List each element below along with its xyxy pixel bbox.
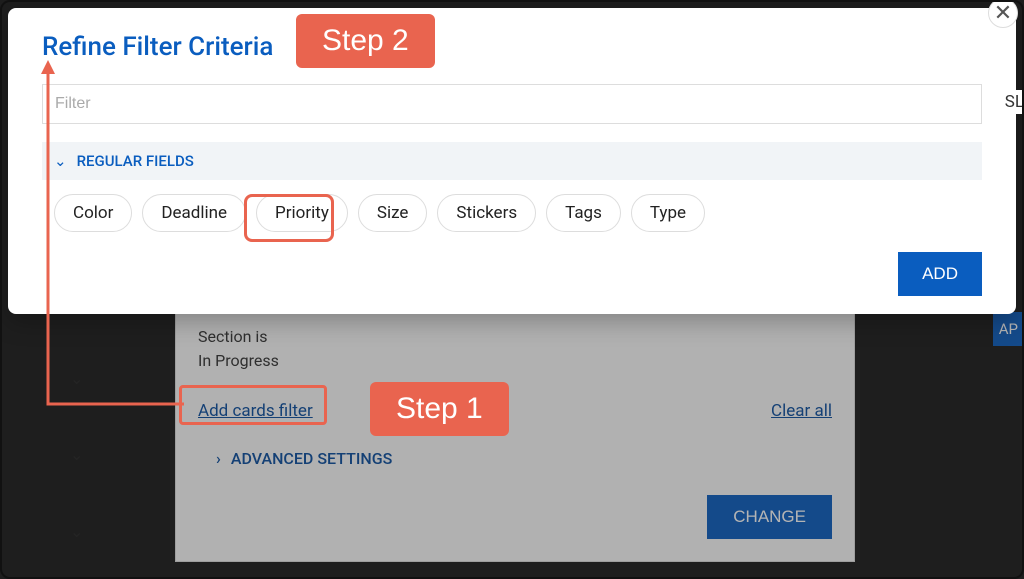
chevron-down-icon: ⌄: [70, 369, 140, 388]
chevron-down-icon: ⌄: [70, 522, 140, 541]
pill-tags[interactable]: Tags: [546, 194, 621, 232]
filter-search-input[interactable]: [42, 84, 982, 124]
add-cards-filter-link[interactable]: Add cards filter: [198, 401, 313, 421]
pill-deadline[interactable]: Deadline: [142, 194, 246, 232]
clear-all-link[interactable]: Clear all: [771, 401, 832, 421]
field-pill-row: Color Deadline Priority Size Stickers Ta…: [42, 194, 982, 232]
partial-button-fragment: AP: [993, 312, 1024, 346]
refine-filter-modal: Refine Filter Criteria ⌄ REGULAR FIELDS …: [8, 8, 1016, 314]
regular-fields-section[interactable]: ⌄ REGULAR FIELDS: [42, 142, 982, 180]
background-card: Section is In Progress Add cards filter …: [175, 310, 855, 562]
change-button[interactable]: CHANGE: [707, 495, 832, 539]
advanced-settings-toggle[interactable]: › ADVANCED SETTINGS: [198, 449, 832, 468]
pill-priority[interactable]: Priority: [256, 194, 348, 232]
modal-title: Refine Filter Criteria: [42, 32, 982, 62]
chevron-right-icon: ›: [216, 449, 221, 468]
chevron-down-icon: ⌄: [70, 445, 140, 464]
annotation-step-2: Step 2: [296, 14, 435, 68]
section-header-label: REGULAR FIELDS: [77, 152, 194, 170]
chevron-down-icon: ⌄: [54, 152, 67, 170]
pill-stickers[interactable]: Stickers: [437, 194, 536, 232]
annotation-step-1: Step 1: [370, 382, 509, 436]
pill-color[interactable]: Color: [54, 194, 132, 232]
section-rule-label: Section is: [198, 325, 832, 349]
add-button[interactable]: ADD: [898, 252, 982, 296]
pill-size[interactable]: Size: [358, 194, 428, 232]
pill-type[interactable]: Type: [631, 194, 705, 232]
advanced-settings-label: ADVANCED SETTINGS: [231, 449, 392, 468]
sidebar-strip: ⌄ ⌄ ⌄: [0, 340, 140, 570]
section-rule-value: In Progress: [198, 349, 832, 373]
text-fragment-sl: SL: [1001, 90, 1024, 114]
